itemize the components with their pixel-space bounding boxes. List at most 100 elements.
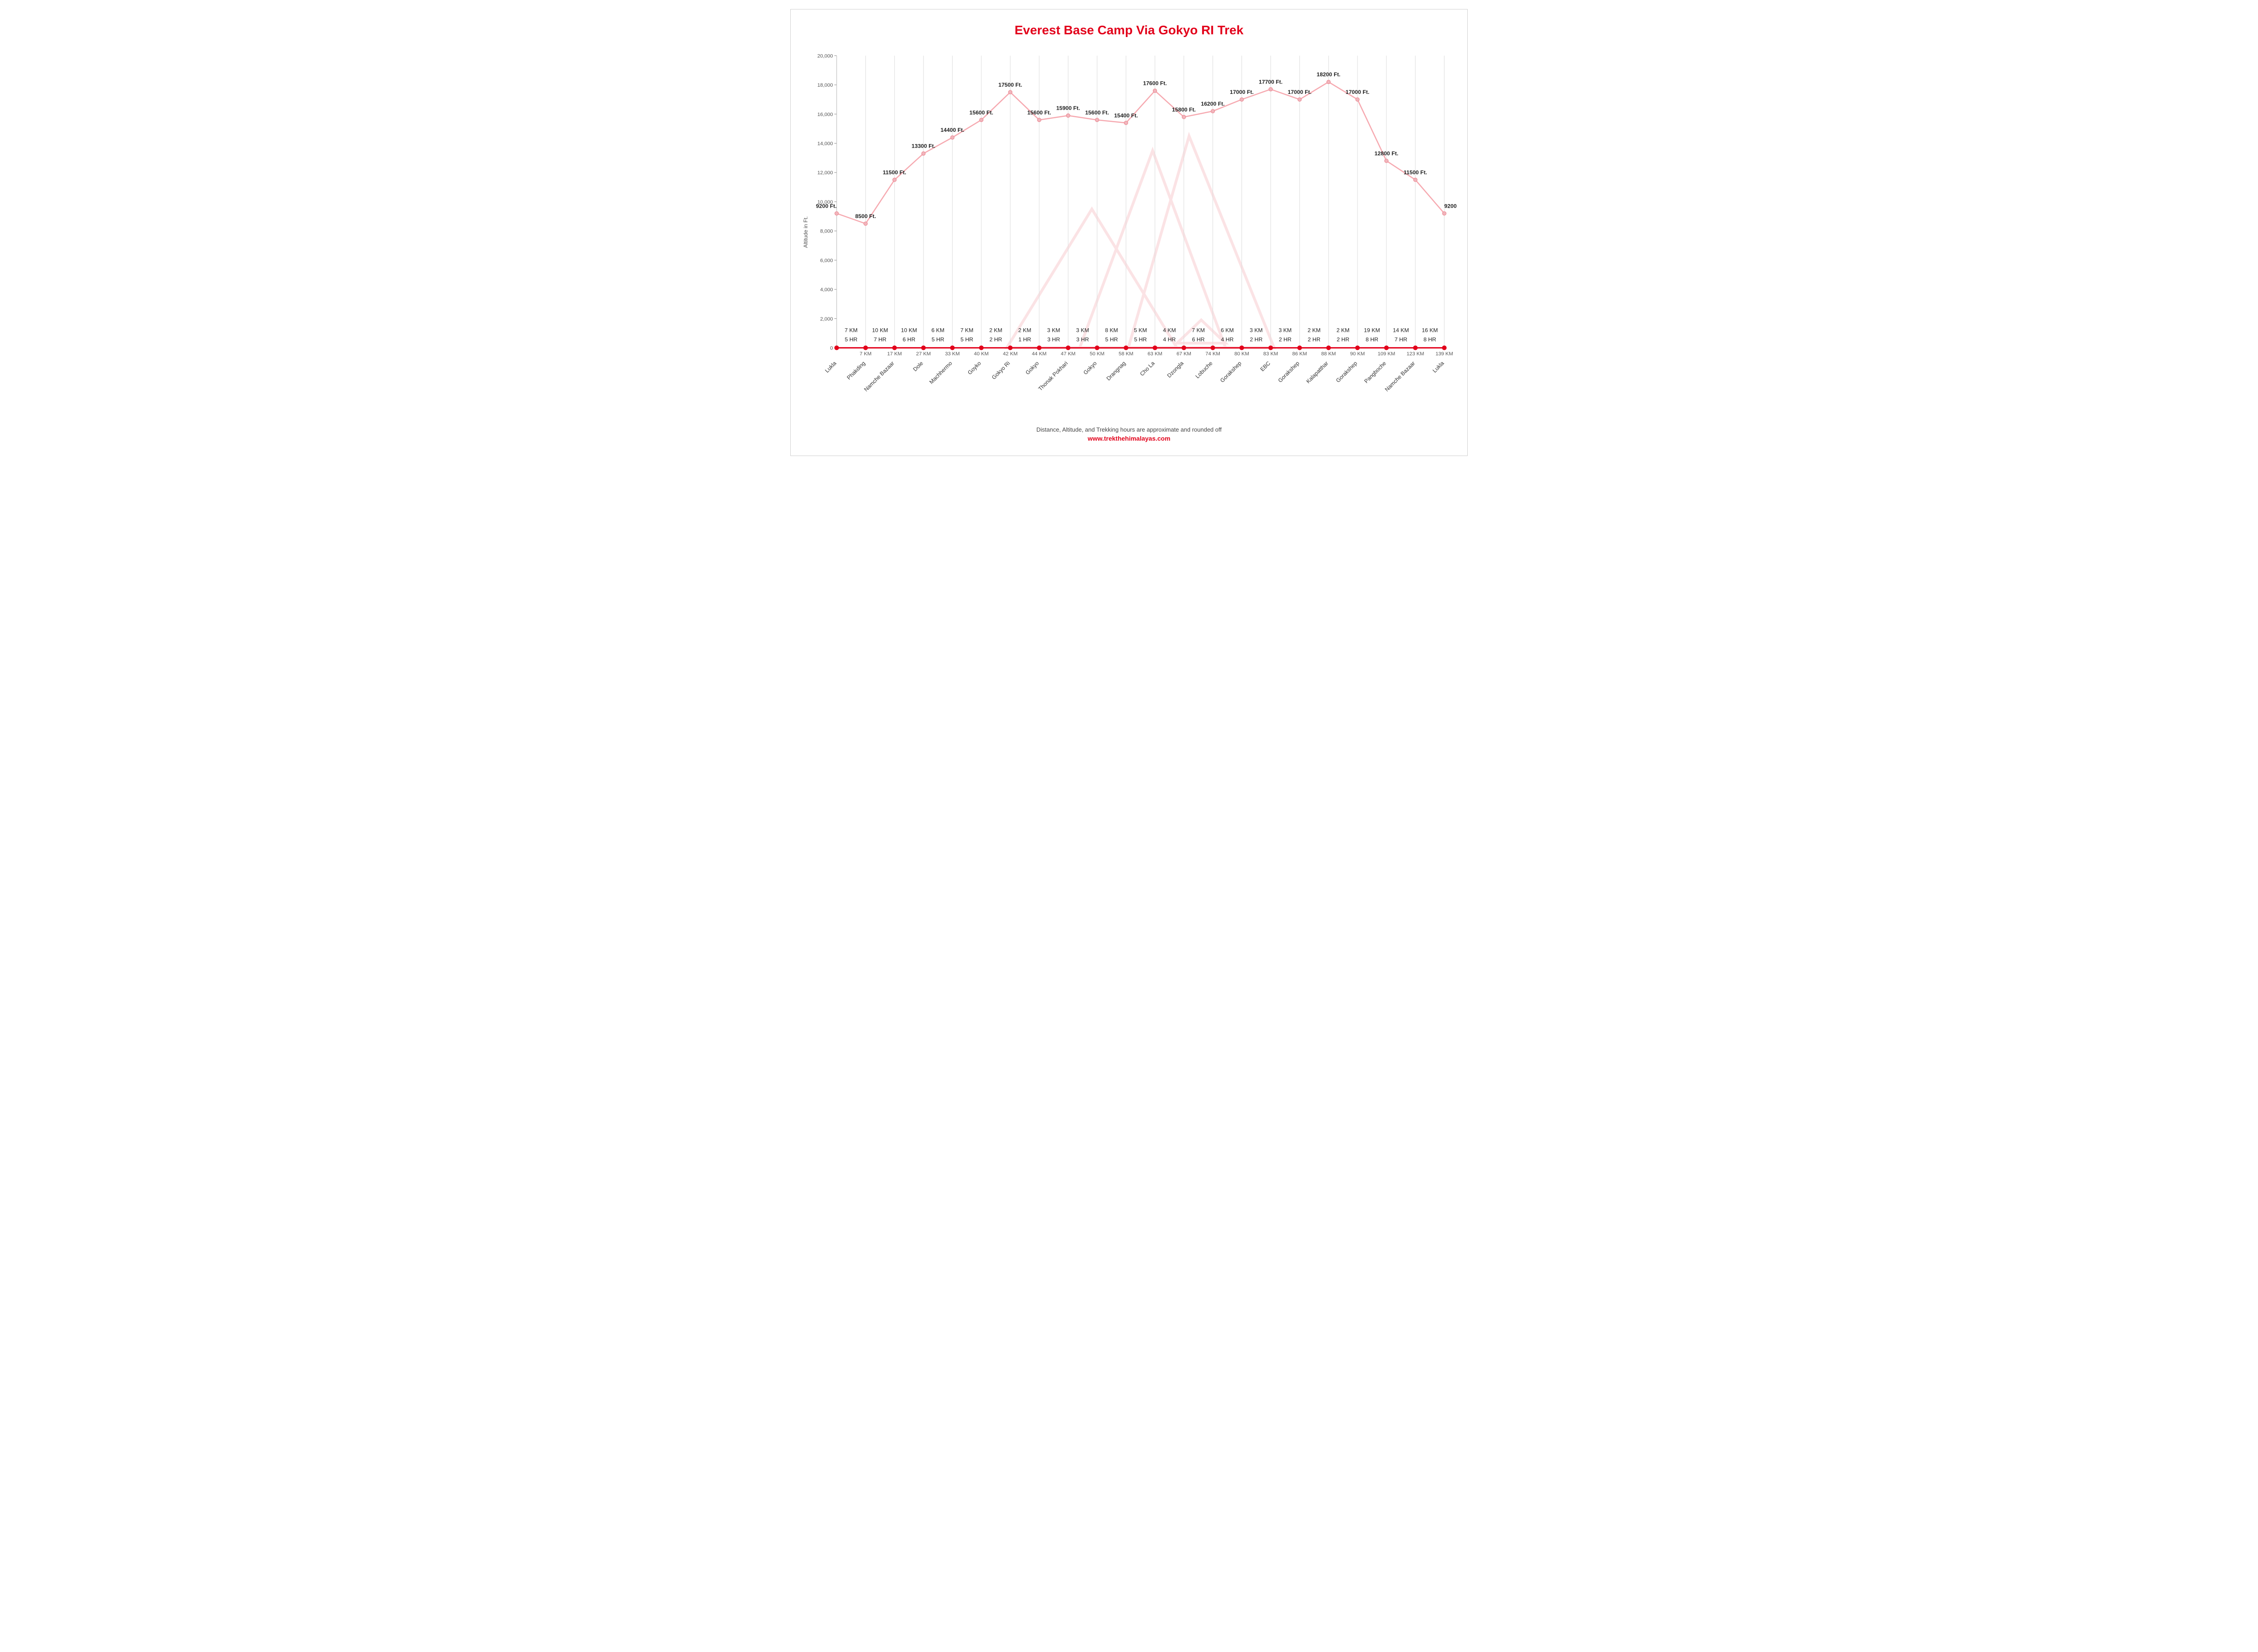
segment-hr: 8 HR: [1423, 336, 1436, 343]
segment-km: 7 KM: [844, 327, 858, 333]
svg-text:13300 Ft.: 13300 Ft.: [912, 143, 936, 149]
svg-text:74 KM: 74 KM: [1205, 351, 1220, 357]
svg-text:27 KM: 27 KM: [916, 351, 931, 357]
segment-km: 7 KM: [1192, 327, 1205, 333]
segment-hr: 3 HR: [1047, 336, 1060, 343]
svg-text:18,000: 18,000: [817, 83, 833, 88]
svg-text:15600 Ft.: 15600 Ft.: [1027, 109, 1051, 116]
segment-km: 2 KM: [1337, 327, 1350, 333]
svg-text:44 KM: 44 KM: [1032, 351, 1047, 357]
cumulative-km-labels: 7 KM17 KM27 KM33 KM40 KM42 KM44 KM47 KM5…: [860, 351, 1453, 357]
stop-name-labels: LuklaPhakdingNamche BazaarDoleMachhermoG…: [824, 360, 1445, 392]
segment-hr: 4 HR: [1221, 336, 1234, 343]
svg-text:16200 Ft.: 16200 Ft.: [1201, 101, 1225, 107]
segment-km: 10 KM: [872, 327, 888, 333]
svg-text:14,000: 14,000: [817, 141, 833, 147]
segment-hr: 5 HR: [1105, 336, 1118, 343]
svg-text:11500 Ft.: 11500 Ft.: [883, 169, 906, 176]
svg-text:40 KM: 40 KM: [974, 351, 989, 357]
svg-text:63 KM: 63 KM: [1148, 351, 1162, 357]
segment-km: 2 KM: [989, 327, 1003, 333]
svg-text:18200 Ft.: 18200 Ft.: [1317, 71, 1341, 78]
stop-label: EBC: [1259, 360, 1272, 372]
segment-hr: 2 HR: [1279, 336, 1292, 343]
stop-label: Dzongla: [1166, 360, 1185, 379]
segment-hr: 6 HR: [1192, 336, 1205, 343]
svg-text:58 KM: 58 KM: [1119, 351, 1134, 357]
stop-label: Gorakshep: [1219, 360, 1243, 384]
stop-label: Namche Bazaar: [1384, 360, 1416, 393]
svg-text:47 KM: 47 KM: [1061, 351, 1076, 357]
segment-hr: 2 HR: [989, 336, 1002, 343]
line-chart-svg: 02,0004,0006,0008,00010,00012,00014,0001…: [809, 51, 1458, 413]
stop-label: Goyko: [966, 360, 982, 376]
chart-area: 02,0004,0006,0008,00010,00012,00014,0001…: [809, 51, 1458, 413]
footer-link: www.trekthehimalayas.com: [800, 435, 1458, 442]
chart-container: Everest Base Camp Via Gokyo RI Trek Alti…: [790, 9, 1468, 456]
svg-text:17500 Ft.: 17500 Ft.: [998, 82, 1022, 88]
svg-text:15600 Ft.: 15600 Ft.: [1085, 109, 1109, 116]
segment-hr: 2 HR: [1337, 336, 1349, 343]
stop-label: Lobuche: [1194, 360, 1213, 379]
svg-text:17000 Ft.: 17000 Ft.: [1288, 89, 1311, 95]
svg-text:109 KM: 109 KM: [1378, 351, 1395, 357]
svg-text:17000 Ft.: 17000 Ft.: [1346, 89, 1370, 95]
segment-hr: 1 HR: [1018, 336, 1031, 343]
stop-label: Lukla: [1432, 360, 1446, 374]
stop-label: Cho La: [1139, 360, 1156, 377]
svg-text:17600 Ft.: 17600 Ft.: [1143, 80, 1167, 87]
svg-text:15900 Ft.: 15900 Ft.: [1056, 105, 1080, 112]
segment-km: 5 KM: [1134, 327, 1147, 333]
svg-text:90 KM: 90 KM: [1350, 351, 1365, 357]
stop-label: Thonak Pokhari: [1037, 360, 1069, 392]
stop-label: Lukla: [824, 360, 838, 374]
svg-text:15400 Ft.: 15400 Ft.: [1114, 112, 1138, 119]
bg-mountains-icon: [1007, 136, 1274, 348]
segment-km: 7 KM: [961, 327, 974, 333]
segment-hr: 5 HR: [845, 336, 858, 343]
svg-text:67 KM: 67 KM: [1176, 351, 1191, 357]
segment-hr: 7 HR: [1395, 336, 1407, 343]
segment-hr: 4 HR: [1163, 336, 1176, 343]
svg-text:8500 Ft.: 8500 Ft.: [855, 213, 876, 219]
svg-text:123 KM: 123 KM: [1407, 351, 1424, 357]
segment-hr: 5 HR: [961, 336, 973, 343]
segment-hr: 5 HR: [932, 336, 944, 343]
stop-label: Gokyo: [1024, 360, 1040, 376]
stop-label: Gokyo Ri: [990, 360, 1011, 381]
svg-text:50 KM: 50 KM: [1090, 351, 1105, 357]
y-axis: 02,0004,0006,0008,00010,00012,00014,0001…: [817, 53, 837, 351]
stop-label: Namche Bazaar: [863, 360, 896, 393]
stop-label: Dole: [912, 360, 924, 372]
svg-text:2,000: 2,000: [820, 316, 833, 322]
svg-text:83 KM: 83 KM: [1263, 351, 1278, 357]
segment-km: 14 KM: [1393, 327, 1409, 333]
svg-text:33 KM: 33 KM: [945, 351, 960, 357]
segment-labels: 7 KM5 HR10 KM7 HR10 KM6 HR6 KM5 HR7 KM5 …: [844, 327, 1438, 343]
svg-text:6,000: 6,000: [820, 258, 833, 263]
stop-label: Pangboche: [1363, 360, 1387, 384]
segment-km: 3 KM: [1278, 327, 1292, 333]
stop-label: Machhermo: [928, 360, 953, 385]
svg-text:17700 Ft.: 17700 Ft.: [1259, 79, 1283, 85]
segment-km: 4 KM: [1163, 327, 1176, 333]
altitude-labels: 9200 Ft.8500 Ft.11500 Ft.13300 Ft.14400 …: [816, 71, 1458, 219]
segment-hr: 7 HR: [874, 336, 886, 343]
svg-text:11500 Ft.: 11500 Ft.: [1404, 169, 1427, 176]
segment-km: 8 KM: [1105, 327, 1118, 333]
segment-hr: 5 HR: [1134, 336, 1147, 343]
svg-text:17000 Ft.: 17000 Ft.: [1230, 89, 1254, 95]
chart-wrap: Altitude in Ft. 02,0004,0006,0008,00010,…: [800, 51, 1458, 413]
altitude-line: [837, 82, 1445, 224]
segment-hr: 3 HR: [1076, 336, 1089, 343]
svg-text:80 KM: 80 KM: [1234, 351, 1249, 357]
stop-label: Phakding: [846, 360, 867, 381]
segment-km: 16 KM: [1422, 327, 1438, 333]
chart-title: Everest Base Camp Via Gokyo RI Trek: [800, 23, 1458, 37]
footer-note: Distance, Altitude, and Trekking hours a…: [800, 426, 1458, 433]
y-axis-label: Altitude in Ft.: [800, 216, 809, 248]
svg-text:15600 Ft.: 15600 Ft.: [970, 109, 994, 116]
svg-text:7 KM: 7 KM: [860, 351, 872, 357]
segment-km: 19 KM: [1364, 327, 1380, 333]
svg-text:16,000: 16,000: [817, 112, 833, 117]
